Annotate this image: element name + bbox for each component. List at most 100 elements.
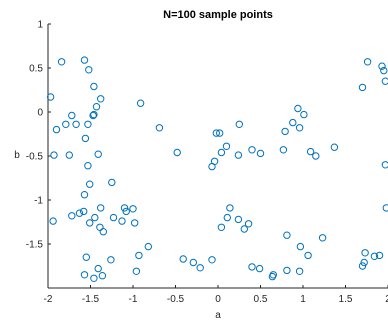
data-point [244, 220, 253, 228]
data-point [94, 150, 102, 158]
data-point [212, 129, 221, 137]
data-point [234, 151, 243, 159]
y-tick-label: 0 [37, 108, 43, 119]
data-point [97, 204, 105, 212]
data-point [131, 219, 139, 227]
data-point [295, 124, 304, 132]
x-ticks: -2 -1.5 -1 -0.5 0 0.5 1 1.5 2 [44, 285, 388, 305]
data-point [196, 264, 204, 272]
data-point [122, 207, 130, 216]
data-point [84, 120, 92, 129]
data-point [80, 56, 89, 64]
data-point [208, 162, 216, 171]
data-point [358, 83, 367, 92]
data-point [82, 253, 91, 261]
data-point [281, 127, 289, 136]
data-point [94, 264, 102, 273]
data-point [72, 120, 80, 129]
data-point [256, 149, 265, 158]
data-point [120, 204, 129, 212]
data-points [46, 56, 388, 282]
data-point [217, 148, 226, 157]
data-point [96, 223, 104, 232]
data-point [289, 118, 297, 127]
data-point [80, 207, 88, 216]
data-point [296, 242, 305, 251]
data-point [234, 215, 243, 224]
data-point [118, 217, 126, 225]
y-tick-label: -0.5 [26, 152, 44, 163]
data-point [65, 151, 74, 159]
x-tick-label: 0 [215, 294, 221, 305]
data-point [360, 258, 368, 267]
data-point [358, 262, 367, 270]
y-ticks: 1 0.5 0 -0.5 -1 -1.5 [26, 20, 51, 251]
y-axis-label: b [14, 150, 20, 161]
data-point [268, 272, 277, 281]
data-point [217, 223, 226, 232]
x-tick-label: -1 [129, 294, 138, 305]
data-point [381, 77, 388, 85]
data-point [179, 255, 187, 263]
x-tick-label: -1.5 [82, 294, 100, 305]
data-point [75, 209, 84, 217]
data-point [132, 267, 141, 275]
data-point [135, 251, 143, 260]
data-point [223, 213, 232, 222]
data-point [370, 252, 379, 260]
data-point [318, 234, 327, 242]
data-point [49, 217, 57, 225]
data-point [295, 267, 304, 275]
data-point [235, 120, 244, 129]
data-point [84, 162, 92, 170]
data-point [136, 99, 145, 107]
data-point [382, 204, 388, 212]
data-point [361, 249, 369, 257]
data-point [155, 124, 164, 132]
data-point [98, 272, 107, 280]
x-tick-label: 1 [300, 294, 306, 305]
data-point [129, 205, 137, 213]
data-point [92, 103, 101, 111]
data-point [107, 256, 115, 264]
y-tick-label: -1 [34, 196, 43, 207]
x-tick-label: 2 [385, 294, 388, 305]
data-point [189, 258, 198, 267]
data-point [86, 180, 94, 188]
x-tick-label: 1.5 [339, 294, 353, 305]
data-point [363, 58, 372, 66]
data-point [294, 104, 302, 113]
data-point [80, 271, 89, 279]
x-tick-label: -2 [44, 294, 53, 305]
data-point [50, 151, 58, 159]
data-point [85, 66, 93, 74]
x-axis-label: a [215, 310, 221, 321]
data-point [97, 95, 105, 103]
y-tick-label: -1.5 [26, 240, 44, 251]
data-point [222, 142, 231, 151]
data-point [312, 152, 320, 160]
data-point [381, 161, 388, 169]
data-point [283, 266, 291, 275]
data-point [144, 242, 153, 251]
data-point [89, 111, 97, 120]
data-point [52, 125, 61, 134]
data-point [86, 219, 94, 227]
data-point [81, 134, 90, 143]
data-point [46, 93, 55, 101]
data-point [90, 82, 98, 91]
data-point [57, 58, 66, 66]
data-point [68, 212, 76, 220]
data-point [80, 191, 89, 199]
data-point [306, 147, 315, 156]
data-point [90, 274, 98, 282]
axes [47, 24, 388, 289]
data-point [91, 213, 99, 222]
data-point [380, 66, 388, 75]
data-point [216, 129, 224, 137]
data-point [304, 251, 312, 260]
y-tick-label: 0.5 [29, 64, 43, 75]
data-point [109, 213, 118, 222]
data-point [62, 120, 70, 129]
